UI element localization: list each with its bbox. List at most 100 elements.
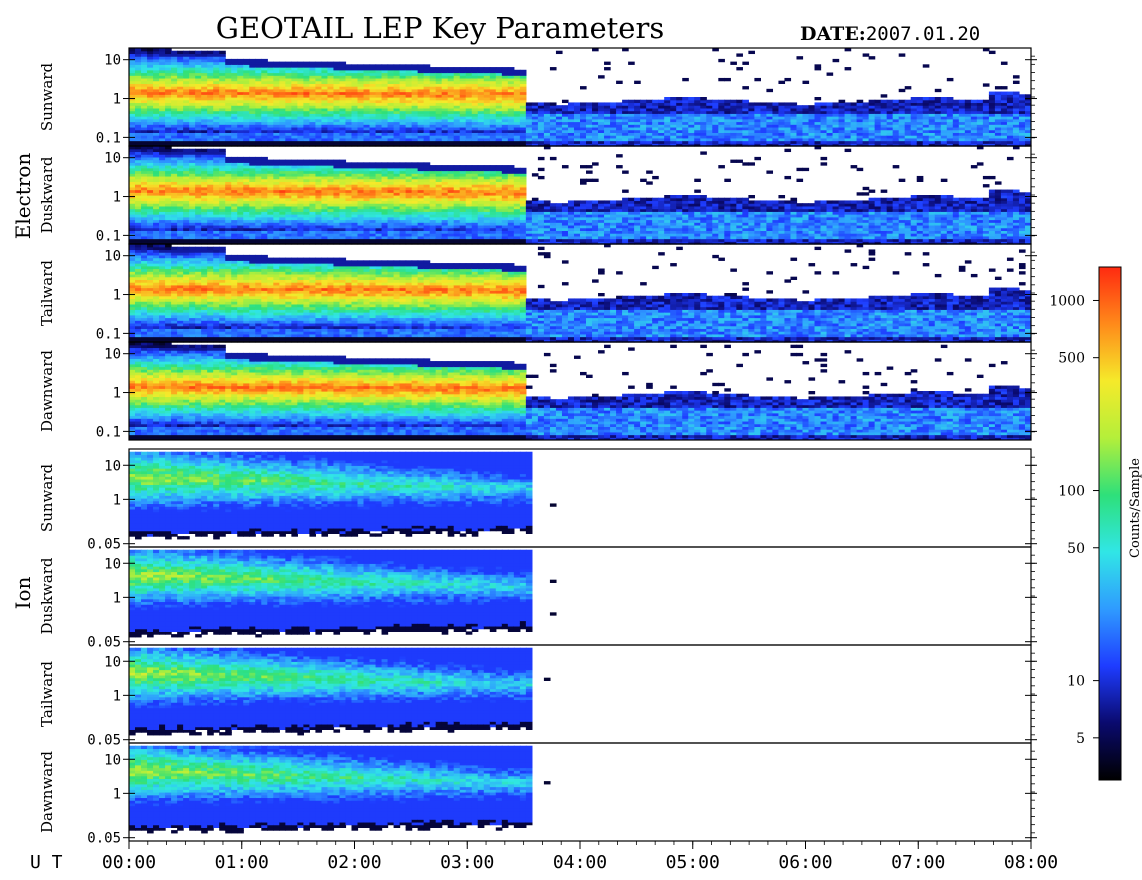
- heatmap-cell: [195, 56, 202, 60]
- heatmap-cell: [471, 105, 479, 109]
- heatmap-cell: [519, 116, 527, 120]
- heatmap-cell: [183, 94, 190, 98]
- heatmap-cell: [183, 126, 190, 131]
- heatmap-cell: [219, 105, 226, 109]
- heatmap-cell: [513, 91, 521, 95]
- heatmap-cell: [243, 156, 250, 161]
- heatmap-cell: [165, 56, 172, 60]
- heatmap-cell: [207, 53, 214, 57]
- heatmap-cell: [640, 110, 647, 114]
- heatmap-cell: [483, 113, 491, 117]
- heatmap-cell: [183, 102, 190, 106]
- heatmap-cell: [273, 102, 280, 106]
- heatmap-cell: [730, 99, 737, 104]
- heatmap-cell: [327, 140, 335, 144]
- heatmap-cell: [411, 121, 419, 125]
- heatmap-cell: [435, 88, 443, 93]
- heatmap-cell: [435, 86, 443, 90]
- heatmap-cell: [219, 94, 226, 98]
- heatmap-cell: [249, 140, 256, 144]
- heatmap-cell: [417, 116, 425, 120]
- heatmap-cell: [646, 135, 653, 139]
- heatmap-cell: [664, 129, 671, 133]
- heatmap-cell: [399, 94, 407, 98]
- heatmap-cell: [213, 50, 220, 55]
- heatmap-cell: [592, 135, 599, 139]
- heatmap-cell: [141, 50, 148, 55]
- heatmap-cell: [339, 72, 347, 76]
- heatmap-cell: [237, 132, 244, 136]
- heatmap-cell: [201, 137, 208, 142]
- heatmap-cell: [387, 86, 395, 90]
- heatmap-cell: [778, 80, 786, 84]
- heatmap-cell: [483, 124, 491, 128]
- heatmap-cell: [357, 97, 365, 101]
- heatmap-cell: [249, 121, 256, 125]
- heatmap-cell: [333, 113, 341, 117]
- heatmap-cell: [880, 99, 888, 104]
- heatmap-cell: [399, 121, 407, 125]
- heatmap-cell: [405, 143, 413, 147]
- heatmap-cell: [543, 113, 551, 117]
- heatmap-cell: [153, 86, 160, 90]
- heatmap-cell: [507, 88, 515, 93]
- heatmap-cell: [507, 124, 515, 128]
- heatmap-cell: [904, 99, 912, 104]
- heatmap-cell: [670, 137, 677, 142]
- heatmap-cell: [315, 94, 323, 98]
- heatmap-cell: [255, 140, 262, 144]
- heatmap-cell: [549, 121, 557, 125]
- heatmap-cell: [549, 129, 557, 133]
- heatmap-cell: [189, 88, 196, 93]
- heatmap-cell: [447, 75, 455, 79]
- heatmap-cell: [561, 143, 569, 147]
- heatmap-cell: [489, 132, 497, 136]
- heatmap-cell: [435, 116, 443, 120]
- heatmap-cell: [477, 97, 485, 101]
- heatmap-cell: [333, 116, 341, 120]
- heatmap-cell: [273, 69, 280, 74]
- heatmap-cell: [417, 97, 425, 101]
- heatmap-cell: [399, 129, 407, 133]
- heatmap-cell: [285, 64, 292, 68]
- heatmap-cell: [483, 80, 491, 84]
- heatmap-cell: [255, 75, 262, 79]
- heatmap-cell: [513, 113, 521, 117]
- heatmap-cell: [598, 121, 605, 125]
- heatmap-cell: [213, 86, 220, 90]
- heatmap-cell: [688, 113, 695, 117]
- heatmap-cell: [315, 77, 323, 82]
- heatmap-cell: [141, 61, 148, 65]
- heatmap-cell: [195, 102, 202, 106]
- heatmap-cell: [417, 102, 425, 106]
- heatmap-cell: [489, 126, 497, 131]
- heatmap-cell: [826, 72, 834, 76]
- heatmap-cell: [646, 102, 653, 106]
- heatmap-cell: [213, 132, 220, 136]
- heatmap-cell: [561, 105, 569, 109]
- heatmap-cell: [646, 107, 653, 112]
- heatmap-cell: [135, 143, 142, 147]
- heatmap-cell: [465, 121, 473, 125]
- heatmap-cell: [369, 113, 377, 117]
- heatmap-cell: [213, 72, 220, 76]
- heatmap-cell: [255, 156, 262, 161]
- heatmap-cell: [435, 94, 443, 98]
- heatmap-cell: [555, 113, 563, 117]
- heatmap-cell: [153, 124, 160, 128]
- heatmap-cell: [507, 129, 515, 133]
- heatmap-cell: [177, 124, 184, 128]
- heatmap-cell: [219, 97, 226, 101]
- heatmap-cell: [129, 126, 136, 131]
- heatmap-cell: [658, 116, 665, 120]
- heatmap-cell: [195, 148, 202, 153]
- heatmap-cell: [333, 64, 341, 68]
- heatmap-cell: [525, 118, 533, 123]
- heatmap-cell: [586, 137, 593, 142]
- heatmap-cell: [219, 102, 226, 106]
- heatmap-cell: [567, 113, 575, 117]
- heatmap-cell: [165, 132, 172, 136]
- heatmap-cell: [327, 105, 335, 109]
- heatmap-cell: [634, 105, 641, 109]
- heatmap-cell: [495, 91, 503, 95]
